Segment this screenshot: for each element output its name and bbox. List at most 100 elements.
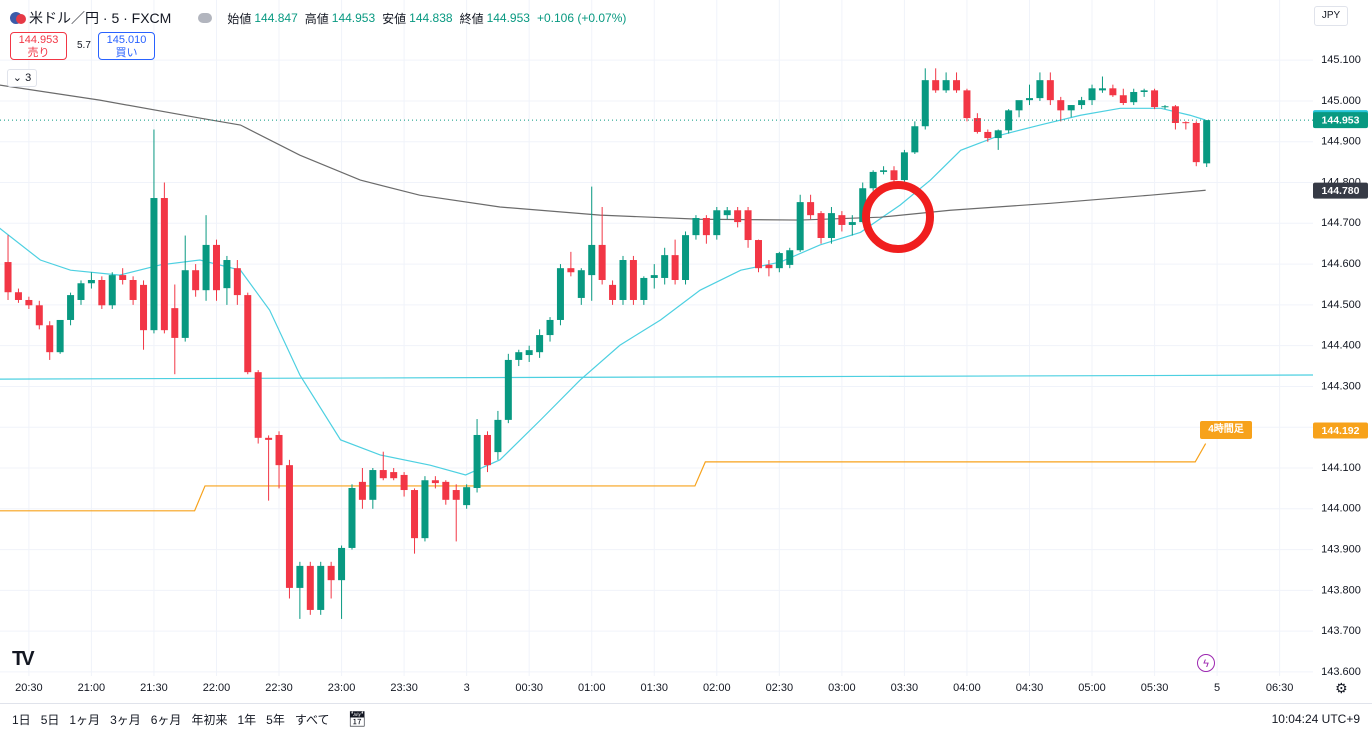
candle-body xyxy=(827,213,835,238)
range-button[interactable]: 6ヶ月 xyxy=(150,712,182,727)
x-tick-label: 05:00 xyxy=(1078,682,1106,694)
candle-body xyxy=(390,472,398,479)
range-button[interactable]: 5年 xyxy=(266,712,285,727)
candle-body xyxy=(463,487,471,506)
candle-body xyxy=(817,213,825,238)
low-label: 安値 xyxy=(382,11,407,26)
candle-body xyxy=(244,295,252,373)
x-tick-label: 22:30 xyxy=(265,682,293,694)
candle-body xyxy=(108,275,116,306)
candle-body xyxy=(379,470,387,479)
candle-body xyxy=(1036,80,1044,99)
range-button[interactable]: 1日 xyxy=(12,712,31,727)
candle-body xyxy=(963,90,971,119)
candle-body xyxy=(327,565,335,581)
candle-body xyxy=(1025,98,1033,101)
x-tick-label: 23:30 xyxy=(390,682,418,694)
y-tick-label: 145.000 xyxy=(1321,95,1361,107)
candle-body xyxy=(942,80,950,91)
candle-body xyxy=(619,260,627,300)
price-badge-label: 144.780 xyxy=(1322,185,1360,197)
candle-body xyxy=(1067,105,1075,111)
candle-body xyxy=(348,487,356,548)
flag-icon xyxy=(10,12,26,24)
candle-body xyxy=(265,437,273,440)
candle-body xyxy=(1192,122,1200,163)
candle-body xyxy=(1098,88,1106,91)
y-tick-label: 144.000 xyxy=(1321,503,1361,515)
footer: 1日 5日 1ヶ月 3ヶ月 6ヶ月 年初来 1年 5年 すべて 📅︎ 10:04:24 UTC+… xyxy=(0,703,1372,734)
candle-body xyxy=(317,565,325,610)
range-button[interactable]: すべて xyxy=(294,712,330,727)
candle-body xyxy=(494,419,502,453)
y-tick-label: 144.900 xyxy=(1321,136,1361,148)
candle-body xyxy=(880,170,888,172)
currency[interactable]: JPY xyxy=(1314,6,1348,26)
candle-body xyxy=(1057,100,1065,111)
buy-price: 145.010 xyxy=(106,34,147,46)
sell-label: 売り xyxy=(27,47,50,59)
y-tick-label: 144.400 xyxy=(1321,340,1361,352)
open-value: 144.847 xyxy=(254,11,298,25)
high-label: 高値 xyxy=(304,11,329,26)
x-tick-label: 04:30 xyxy=(1016,682,1044,694)
y-tick-label: 143.600 xyxy=(1321,666,1361,678)
candle-body xyxy=(140,284,148,331)
range-button[interactable]: 1年 xyxy=(237,712,257,727)
candle-body xyxy=(567,268,575,273)
indicator-toggle[interactable]: ⌄ 3 xyxy=(7,69,37,87)
candle-body xyxy=(1109,88,1117,96)
candle-body xyxy=(452,490,460,500)
high-value: 144.953 xyxy=(331,11,376,25)
candle-body xyxy=(338,547,346,581)
logo[interactable]: TV xyxy=(12,648,34,670)
x-tick-label: 01:30 xyxy=(640,682,668,694)
symbol[interactable]: 米ドル／円 · 5 · FXCM xyxy=(29,10,172,26)
range-button[interactable]: 年初来 xyxy=(191,712,228,727)
toggle[interactable] xyxy=(198,13,213,23)
x-tick-label: 01:00 xyxy=(578,682,606,694)
candle-body xyxy=(14,292,22,300)
y-tick-label: 144.100 xyxy=(1321,462,1361,474)
candle-body xyxy=(411,490,419,539)
y-tick-label: 143.700 xyxy=(1321,625,1361,637)
candle-body xyxy=(369,470,377,500)
candle-body xyxy=(775,253,783,269)
candle-body xyxy=(431,480,439,484)
candle-body xyxy=(4,262,12,293)
x-tick-label: 5 xyxy=(1214,682,1220,694)
candle-body xyxy=(786,250,794,265)
candle-body xyxy=(838,215,846,225)
range-button[interactable]: 5日 xyxy=(40,712,60,727)
buy-button[interactable]: 145.010 買い xyxy=(98,32,155,60)
candle-body xyxy=(1015,100,1023,111)
x-tick-label: 03:00 xyxy=(828,682,856,694)
candle-body xyxy=(525,350,533,356)
candle-body xyxy=(233,268,241,296)
calendar-icon[interactable]: 📅︎ xyxy=(347,711,367,728)
candle-body xyxy=(515,352,523,360)
candle-body xyxy=(1140,90,1148,92)
range-button[interactable]: 3ヶ月 xyxy=(110,712,141,727)
indicator-count: 3 xyxy=(25,72,32,84)
range-button[interactable]: 1ヶ月 xyxy=(69,712,101,727)
candle-body xyxy=(848,222,856,225)
candle-body xyxy=(212,244,220,291)
candle-body xyxy=(421,480,429,539)
candle-body xyxy=(1203,120,1211,164)
candle-body xyxy=(35,305,43,326)
x-tick-label: 22:00 xyxy=(203,682,231,694)
sell-button[interactable]: 144.953 売り xyxy=(10,32,67,60)
x-tick-label: 04:00 xyxy=(953,682,981,694)
candle-body xyxy=(25,299,33,306)
candle-body xyxy=(181,270,189,338)
lightning-icon[interactable]: ϟ xyxy=(1197,654,1215,672)
x-tick-label: 00:30 xyxy=(515,682,543,694)
candle-body xyxy=(744,210,752,241)
settings-icon[interactable]: ⚙ xyxy=(1335,680,1348,696)
candle-body xyxy=(77,283,85,300)
x-tick-label: 21:30 xyxy=(140,682,168,694)
candle-body xyxy=(483,434,491,466)
candle-body xyxy=(609,284,617,300)
